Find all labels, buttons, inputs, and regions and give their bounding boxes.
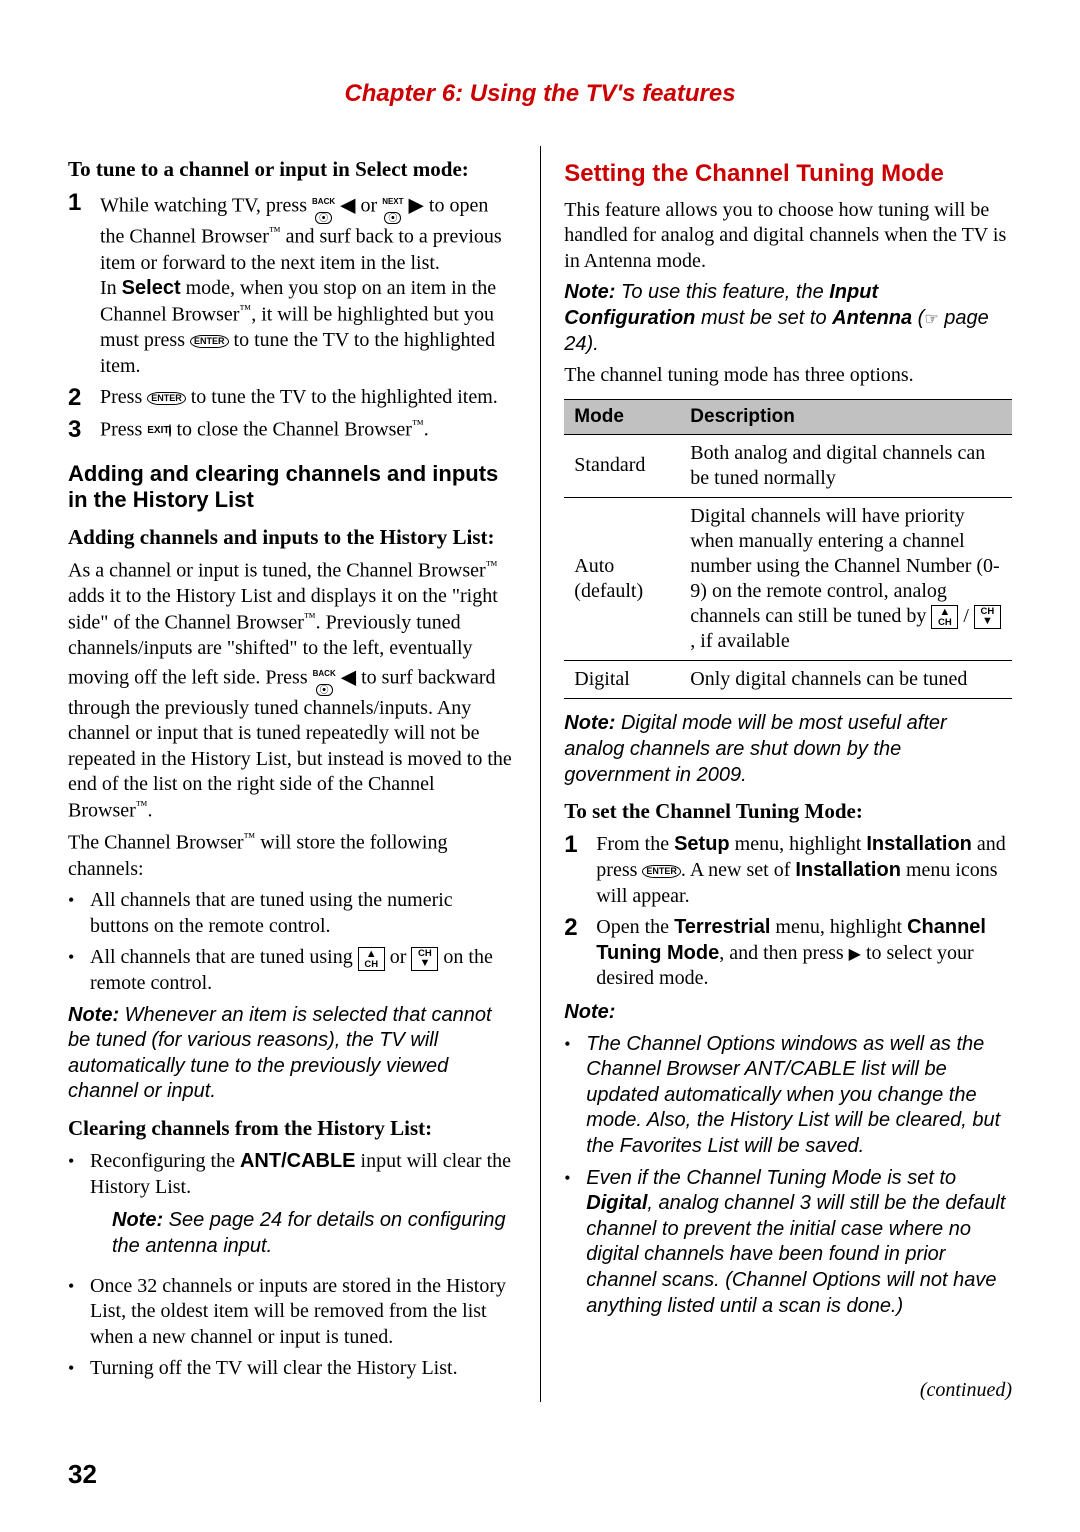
step-number: 2: [564, 915, 586, 992]
step-body: Press EXIT to close the Channel Browser™…: [100, 417, 429, 443]
right-arrow-icon: ▶: [849, 946, 861, 963]
step-number: 2: [68, 385, 90, 411]
col-description: Description: [680, 399, 1012, 434]
heading-channel-tuning: Setting the Channel Tuning Mode: [564, 160, 1012, 188]
list-item: All channels that are tuned using the nu…: [68, 888, 516, 939]
steps-tune-select: 1 While watching TV, press BACK⦿ ◀ or NE…: [68, 190, 516, 443]
step-3: 3 Press EXIT to close the Channel Browse…: [68, 417, 516, 443]
list-item: Reconfiguring the ANT/CABLE input will c…: [68, 1149, 516, 1267]
clear-bullets: Reconfiguring the ANT/CABLE input will c…: [68, 1149, 516, 1382]
heading-tune-select: To tune to a channel or input in Select …: [68, 156, 516, 182]
enter-button-icon: ENTER: [147, 392, 186, 405]
list-item: Turning off the TV will clear the Histor…: [68, 1356, 516, 1382]
table-header-row: Mode Description: [564, 399, 1012, 434]
step-number: 3: [68, 417, 90, 443]
options-intro: The channel tuning mode has three option…: [564, 363, 1012, 389]
enter-button-icon: ENTER: [190, 335, 229, 348]
ch-up-icon: ▲CH: [931, 605, 958, 630]
step-1: 1 While watching TV, press BACK⦿ ◀ or NE…: [68, 190, 516, 379]
continued-label: (continued): [564, 1379, 1012, 1402]
heading-history-list: Adding and clearing channels and inputs …: [68, 461, 516, 514]
left-arrow-icon: ◀: [341, 666, 356, 688]
enter-button-icon: ENTER: [642, 865, 681, 878]
note-label-standalone: Note:: [564, 1000, 1012, 1026]
step-body: While watching TV, press BACK⦿ ◀ or NEXT…: [100, 190, 516, 379]
step-1: 1 From the Setup menu, highlight Install…: [564, 832, 1012, 909]
back-button-icon: BACK⦿: [313, 662, 336, 696]
note-antenna-config: Note: See page 24 for details on configu…: [112, 1208, 516, 1259]
list-item: Even if the Channel Tuning Mode is set t…: [564, 1166, 1012, 1320]
history-paragraph: As a channel or input is tuned, the Chan…: [68, 558, 516, 824]
ch-down-icon: CH▼: [411, 947, 438, 972]
table-row: Digital Only digital channels can be tun…: [564, 661, 1012, 699]
next-button-icon: NEXT⦿: [382, 190, 403, 224]
back-button-icon: BACK⦿: [312, 190, 335, 224]
store-paragraph: The Channel Browser™ will store the foll…: [68, 830, 516, 882]
step-number: 1: [68, 190, 90, 379]
note-cannot-tune: Note: Whenever an item is selected that …: [68, 1003, 516, 1105]
list-item: All channels that are tuned using ▲CH or…: [68, 945, 516, 996]
table-row: Auto(default) Digital channels will have…: [564, 497, 1012, 661]
heading-add-history: Adding channels and inputs to the Histor…: [68, 524, 516, 550]
exit-button-icon: EXIT: [147, 427, 171, 436]
step-2: 2 Open the Terrestrial menu, highlight C…: [564, 915, 1012, 992]
right-column: Setting the Channel Tuning Mode This fea…: [564, 146, 1012, 1402]
chapter-title: Chapter 6: Using the TV's features: [68, 80, 1012, 108]
ch-down-icon: CH▼: [974, 605, 1001, 630]
step-body: Open the Terrestrial menu, highlight Cha…: [596, 915, 1012, 992]
left-column: To tune to a channel or input in Select …: [68, 146, 516, 1402]
final-notes: The Channel Options windows as well as t…: [564, 1032, 1012, 1320]
steps-set-mode: 1 From the Setup menu, highlight Install…: [564, 832, 1012, 992]
mode-table: Mode Description Standard Both analog an…: [564, 399, 1012, 700]
intro-paragraph: This feature allows you to choose how tu…: [564, 198, 1012, 275]
col-mode: Mode: [564, 399, 680, 434]
note-digital-2009: Note: Digital mode will be most useful a…: [564, 711, 1012, 788]
step-body: From the Setup menu, highlight Installat…: [596, 832, 1012, 909]
table-row: Standard Both analog and digital channel…: [564, 434, 1012, 497]
page-number: 32: [68, 1459, 97, 1490]
heading-set-tuning-mode: To set the Channel Tuning Mode:: [564, 798, 1012, 824]
two-column-layout: To tune to a channel or input in Select …: [68, 146, 1012, 1402]
column-divider: [540, 146, 541, 1402]
list-item: Once 32 channels or inputs are stored in…: [68, 1274, 516, 1351]
store-bullets: All channels that are tuned using the nu…: [68, 888, 516, 996]
right-arrow-icon: ▶: [409, 195, 424, 217]
note-input-config: Note: To use this feature, the Input Con…: [564, 280, 1012, 357]
step-number: 1: [564, 832, 586, 909]
step-body: Press ENTER to tune the TV to the highli…: [100, 385, 498, 411]
heading-clear-history: Clearing channels from the History List:: [68, 1115, 516, 1141]
left-arrow-icon: ◀: [340, 195, 355, 217]
list-item: The Channel Options windows as well as t…: [564, 1032, 1012, 1160]
pointing-hand-icon: ☞: [924, 311, 938, 328]
step-2: 2 Press ENTER to tune the TV to the high…: [68, 385, 516, 411]
ch-up-icon: ▲CH: [358, 947, 385, 972]
